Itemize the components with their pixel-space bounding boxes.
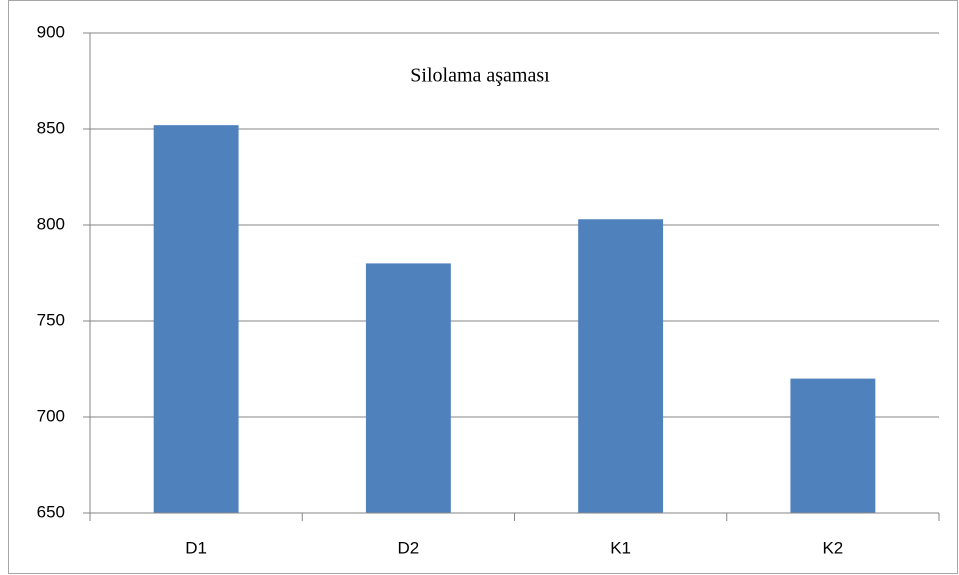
y-tick-label: 650	[37, 502, 65, 521]
bar	[578, 219, 664, 514]
y-tick-label: 850	[37, 118, 65, 137]
y-tick-label: 800	[37, 214, 65, 233]
y-tick-label: 750	[37, 310, 65, 329]
y-tick-label: 900	[37, 22, 65, 41]
bar	[153, 125, 239, 513]
chart-title: Silolama aşaması	[410, 65, 550, 87]
y-tick-label: 700	[37, 406, 65, 425]
x-tick-label: D2	[398, 538, 420, 557]
bar	[790, 378, 876, 513]
x-tick-label: K1	[610, 538, 631, 557]
x-tick-label: D1	[185, 538, 207, 557]
bar	[365, 263, 451, 513]
x-tick-label: K2	[822, 538, 843, 557]
